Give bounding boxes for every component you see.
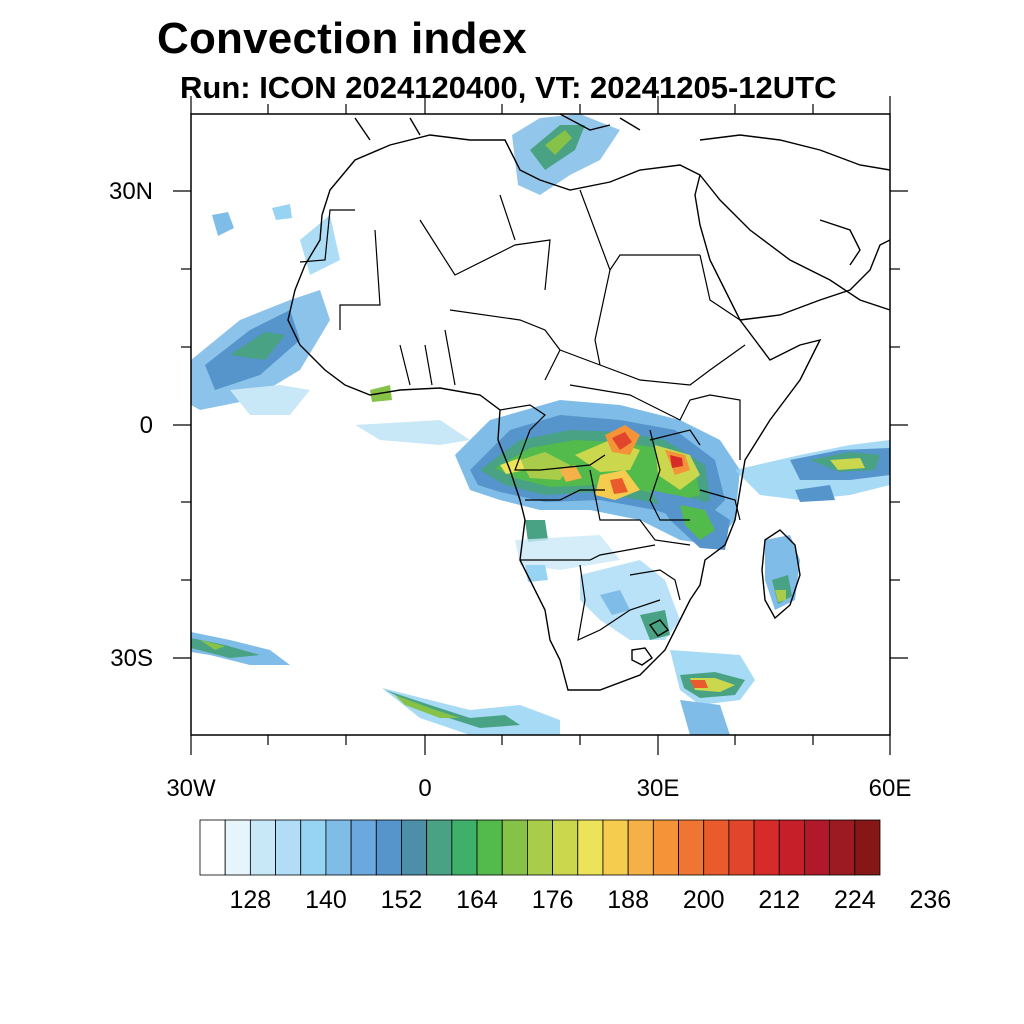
colorbar-label: 188 [607,886,649,914]
y-tick-label-30n: 30N [108,178,153,205]
convection-madagascar [765,535,800,610]
convection-canary [212,212,234,236]
coastlines [287,114,890,691]
chart-subtitle: Run: ICON 2024120400, VT: 20241205-12UTC [180,70,837,105]
x-tick-label-60e: 60E [868,775,912,802]
chart-title: Convection index [157,14,527,63]
country-borders [299,189,746,642]
x-tick-label-30w: 30W [166,775,216,802]
colorbar-label: 164 [456,886,498,914]
colorbar-label: 152 [380,886,423,914]
axis-ticks [173,96,908,755]
convection-southwest [191,632,290,665]
colorbar-label: 224 [833,886,876,914]
colorbar-label: 200 [682,886,725,914]
colorbar-label: 140 [305,886,347,914]
y-tick-label-30s: 30S [110,645,153,672]
colorbar-label: 128 [229,886,272,914]
y-tick-label-0: 0 [139,412,153,439]
colorbar-label: 176 [531,886,574,914]
convection-field [191,114,890,735]
x-tick-label-30e: 30E [636,775,680,802]
colorbar-label: 236 [909,886,952,914]
x-tick-label-0: 0 [418,775,432,802]
colorbar-label: 212 [758,886,801,914]
convection-south-atlantic [382,688,560,735]
